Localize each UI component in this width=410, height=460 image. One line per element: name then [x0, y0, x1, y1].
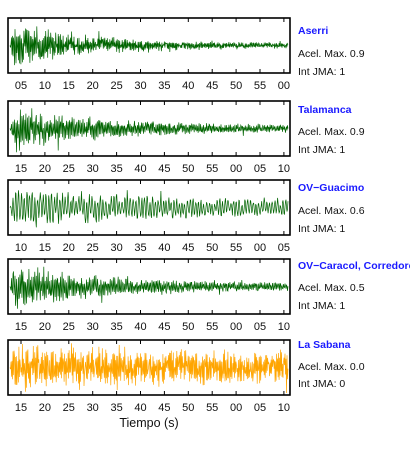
panel-2: Talamanca Acel. Max. 0.9 Int JMA: 1 15 20…: [7, 100, 365, 175]
jma-intensity: Int JMA: 1: [298, 144, 345, 156]
x-tick-label: 20: [39, 321, 51, 333]
x-tick-label: 30: [134, 80, 146, 92]
station-title: Aserri: [298, 25, 328, 37]
x-tick-label: 05: [254, 163, 266, 175]
x-tick-label: 20: [39, 402, 51, 414]
x-tick-label: 55: [230, 242, 242, 254]
x-tick-label: 25: [63, 321, 75, 333]
x-tick-label: 10: [278, 402, 290, 414]
max-acceleration: Acel. Max. 0.6: [298, 205, 365, 217]
panel-frame: [7, 179, 291, 236]
x-tick-label: 40: [134, 402, 146, 414]
jma-intensity: Int JMA: 1: [298, 223, 345, 235]
x-tick-label: 25: [110, 80, 122, 92]
x-tick-label: 50: [230, 80, 242, 92]
x-tick-label: 50: [182, 163, 194, 175]
x-tick-label: 00: [278, 80, 290, 92]
x-ticks: [20, 18, 285, 73]
x-tick-label: 15: [15, 163, 27, 175]
panel-1: Aserri Acel. Max. 0.9 Int JMA: 1 05 10 15 2…: [7, 17, 365, 92]
waveform-trace: [9, 343, 289, 394]
x-tick-labels: 15 20 25 30 35 40 45 50 55 00 05 10: [15, 402, 290, 414]
x-tick-label: 25: [63, 402, 75, 414]
x-tick-label: 45: [158, 321, 170, 333]
jma-intensity: Int JMA: 0: [298, 378, 345, 390]
x-tick-label: 35: [158, 80, 170, 92]
x-tick-label: 15: [63, 80, 75, 92]
panel-3: OV−Guacimo Acel. Max. 0.6 Int JMA: 1 10 1…: [7, 179, 365, 254]
x-tick-label: 10: [39, 80, 51, 92]
x-ticks: [20, 340, 285, 395]
x-tick-label: 00: [254, 242, 266, 254]
x-tick-label: 05: [278, 242, 290, 254]
x-tick-label: 05: [15, 80, 27, 92]
x-tick-label: 30: [87, 163, 99, 175]
x-tick-label: 05: [254, 402, 266, 414]
x-tick-label: 45: [158, 402, 170, 414]
x-tick-label: 30: [87, 402, 99, 414]
x-tick-label: 10: [278, 163, 290, 175]
x-tick-label: 15: [39, 242, 51, 254]
x-tick-label: 30: [110, 242, 122, 254]
x-tick-label: 45: [206, 80, 218, 92]
max-acceleration: Acel. Max. 0.5: [298, 282, 365, 294]
x-tick-label: 25: [87, 242, 99, 254]
station-title: La Sabana: [298, 339, 351, 351]
x-tick-label: 55: [254, 80, 266, 92]
x-tick-label: 40: [134, 321, 146, 333]
panel-5: La Sabana Acel. Max. 0.0 Int JMA: 0 15 20…: [7, 339, 365, 414]
panel-4: OV−Caracol, Corredore Acel. Max. 0.5 Int…: [7, 258, 410, 333]
x-tick-label: 50: [182, 321, 194, 333]
max-acceleration: Acel. Max. 0.9: [298, 48, 365, 60]
x-tick-label: 30: [87, 321, 99, 333]
x-tick-label: 35: [110, 163, 122, 175]
x-tick-label: 15: [15, 402, 27, 414]
x-tick-label: 20: [39, 163, 51, 175]
x-tick-label: 10: [278, 321, 290, 333]
waveform-trace: [9, 108, 289, 153]
x-tick-label: 45: [182, 242, 194, 254]
x-tick-label: 40: [158, 242, 170, 254]
x-tick-label: 55: [206, 163, 218, 175]
waveform-trace: [9, 26, 289, 66]
x-tick-labels: 10 15 20 25 30 35 40 45 50 55 00 05: [15, 242, 290, 254]
x-tick-label: 35: [134, 242, 146, 254]
x-tick-label: 35: [110, 402, 122, 414]
x-tick-label: 20: [87, 80, 99, 92]
x-tick-label: 00: [230, 163, 242, 175]
x-tick-label: 25: [63, 163, 75, 175]
x-ticks: [20, 101, 285, 156]
x-tick-label: 10: [15, 242, 27, 254]
x-tick-label: 00: [230, 402, 242, 414]
station-title: Talamanca: [298, 104, 352, 116]
jma-intensity: Int JMA: 1: [298, 300, 345, 312]
x-tick-labels: 15 20 25 30 35 40 45 50 55 00 05 10: [15, 321, 290, 333]
x-tick-label: 40: [182, 80, 194, 92]
max-acceleration: Acel. Max. 0.0: [298, 361, 365, 373]
x-tick-label: 40: [134, 163, 146, 175]
x-tick-label: 55: [206, 402, 218, 414]
x-tick-label: 55: [206, 321, 218, 333]
max-acceleration: Acel. Max. 0.9: [298, 126, 365, 138]
x-tick-label: 05: [254, 321, 266, 333]
x-ticks: [20, 259, 285, 314]
x-tick-label: 50: [206, 242, 218, 254]
x-tick-label: 15: [15, 321, 27, 333]
station-title: OV−Caracol, Corredore: [298, 260, 410, 272]
x-tick-label: 20: [63, 242, 75, 254]
x-axis-title: Tiempo (s): [119, 416, 178, 430]
x-tick-labels: 05 10 15 20 25 30 35 40 45 50 55 00: [15, 80, 290, 92]
x-tick-label: 35: [110, 321, 122, 333]
x-tick-label: 50: [182, 402, 194, 414]
jma-intensity: Int JMA: 1: [298, 66, 345, 78]
waveform-trace: [9, 266, 289, 309]
waveform-trace: [9, 190, 289, 228]
x-tick-label: 45: [158, 163, 170, 175]
station-title: OV−Guacimo: [298, 182, 364, 194]
x-tick-labels: 15 20 25 30 35 40 45 50 55 00 05 10: [15, 163, 290, 175]
x-tick-label: 00: [230, 321, 242, 333]
x-ticks: [20, 180, 285, 235]
